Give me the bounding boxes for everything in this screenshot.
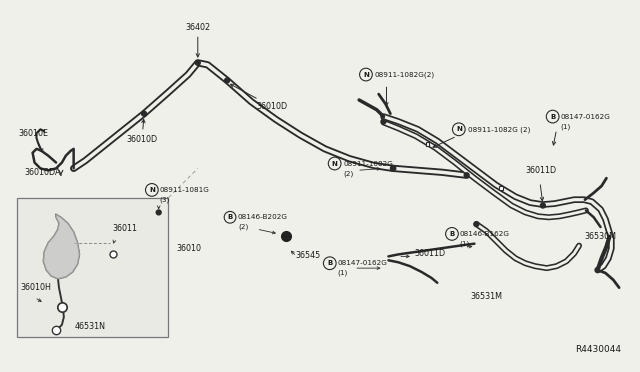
Text: N: N	[456, 126, 461, 132]
Text: 36010D: 36010D	[127, 119, 157, 144]
Text: N: N	[332, 160, 338, 167]
Text: N: N	[363, 71, 369, 77]
Circle shape	[391, 166, 396, 171]
Text: 46531N: 46531N	[75, 322, 106, 331]
Circle shape	[381, 119, 386, 124]
Text: 36545: 36545	[296, 251, 321, 260]
Text: B: B	[550, 113, 556, 119]
Text: 36011: 36011	[113, 224, 138, 233]
Circle shape	[156, 210, 161, 215]
Text: B: B	[449, 231, 454, 237]
Text: 08911-1081G: 08911-1081G	[159, 187, 209, 193]
Text: N: N	[149, 187, 155, 193]
Circle shape	[464, 173, 469, 178]
Text: B: B	[227, 214, 233, 220]
Circle shape	[474, 222, 479, 227]
Text: 36531M: 36531M	[470, 292, 502, 301]
Text: 08911-1082G (2): 08911-1082G (2)	[468, 126, 530, 132]
Text: 36010E: 36010E	[19, 129, 49, 152]
Text: (1): (1)	[337, 270, 348, 276]
Text: 36010H: 36010H	[21, 283, 52, 292]
Text: 36011D: 36011D	[525, 166, 556, 175]
Text: R4430044: R4430044	[575, 345, 621, 354]
Circle shape	[225, 78, 230, 83]
Circle shape	[195, 60, 200, 65]
Text: 08146-B162G: 08146-B162G	[460, 231, 510, 237]
Text: 36011D: 36011D	[415, 249, 446, 259]
Text: (2): (2)	[238, 224, 248, 230]
Circle shape	[540, 203, 545, 208]
Text: (1): (1)	[561, 123, 571, 129]
Text: 36010: 36010	[176, 244, 202, 253]
Polygon shape	[44, 214, 79, 279]
Text: 36010D: 36010D	[230, 84, 287, 111]
Text: 08147-0162G: 08147-0162G	[337, 260, 387, 266]
Text: (1): (1)	[460, 240, 470, 247]
Text: 08146-B202G: 08146-B202G	[238, 214, 288, 220]
Text: (3): (3)	[159, 196, 170, 203]
Bar	[17, 198, 168, 337]
Text: 08911-1082G: 08911-1082G	[344, 160, 394, 167]
Text: (2): (2)	[344, 170, 354, 177]
Text: 08911-1082G(2): 08911-1082G(2)	[375, 71, 435, 78]
Circle shape	[141, 111, 147, 116]
Bar	[426, 142, 429, 146]
Bar	[499, 186, 503, 190]
Text: B: B	[327, 260, 332, 266]
Text: 36402: 36402	[185, 23, 211, 57]
Text: 36010DA: 36010DA	[25, 168, 61, 177]
Text: 08147-0162G: 08147-0162G	[561, 113, 611, 119]
Text: 36530M: 36530M	[584, 232, 616, 241]
